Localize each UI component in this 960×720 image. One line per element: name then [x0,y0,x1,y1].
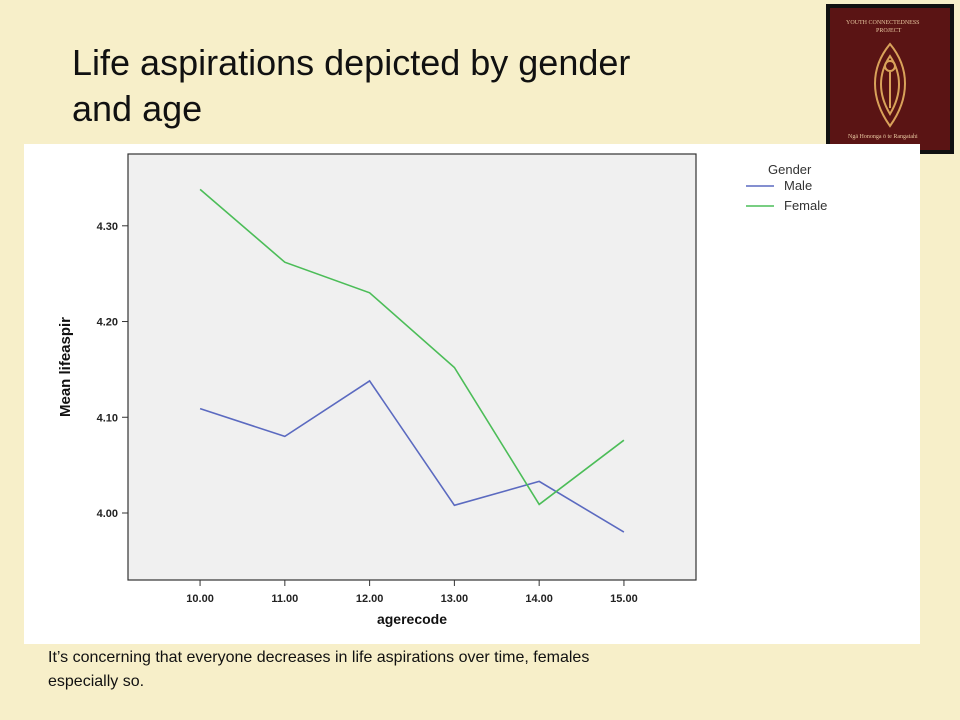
legend-label-male: Male [784,178,812,193]
logo-text-line2: PROJECT [876,28,902,34]
project-logo: YOUTH CONNECTEDNESS PROJECT Ngā Hononga … [826,4,954,154]
y-tick-label: 4.20 [97,317,118,329]
slide-title-line1: Life aspirations depicted by gender [72,42,631,83]
x-tick-label: 15.00 [610,593,638,605]
y-tick-label: 4.00 [97,508,118,520]
series-lines [199,188,625,533]
logo-text-line1: YOUTH CONNECTEDNESS [846,20,920,26]
y-tick-label: 4.30 [97,221,118,233]
caption-line2: especially so. [48,673,145,690]
slide-title: Life aspirations depicted by gender and … [72,40,772,132]
legend-label-female: Female [784,198,827,213]
x-tick-label: 12.00 [356,593,384,605]
line-chart: 4.00 4.10 4.20 4.30 10.00 11.00 12.00 13.00 14.… [24,144,920,644]
caption-line1: It’s concerning that everyone decreases … [48,649,590,666]
chart-svg: 4.00 4.10 4.20 4.30 10.00 11.00 12.00 13.00 14.… [57,153,827,627]
legend-title: Gender [768,162,812,177]
chart-legend: Gender Male Female [746,162,827,213]
y-axis-ticks: 4.00 4.10 4.20 4.30 [97,221,128,520]
x-axis-label: agerecode [377,611,447,627]
x-tick-label: 10.00 [186,593,214,605]
x-tick-label: 11.00 [271,593,298,605]
slide-caption: It’s concerning that everyone decreases … [48,646,908,694]
slide-title-line2: and age [72,88,203,129]
series-line-female [199,188,625,506]
logo-emblem-icon [874,42,906,128]
x-axis-ticks: 10.00 11.00 12.00 13.00 14.00 15.00 [186,580,638,605]
y-tick-label: 4.10 [97,412,118,424]
y-axis-label: Mean lifeaspir [57,317,74,417]
logo-text-line3: Ngā Hononga ō te Rangatahi [848,134,918,140]
x-tick-label: 14.00 [525,593,553,605]
plot-area [127,153,697,581]
series-line-male [199,379,625,533]
logo-panel: YOUTH CONNECTEDNESS PROJECT Ngā Hononga … [830,8,950,150]
x-tick-label: 13.00 [441,593,469,605]
